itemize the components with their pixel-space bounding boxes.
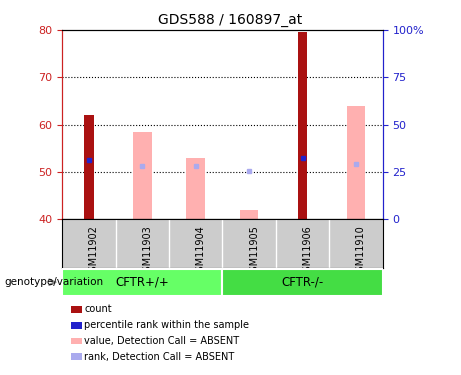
Text: percentile rank within the sample: percentile rank within the sample: [84, 320, 249, 330]
Text: GDS588 / 160897_at: GDS588 / 160897_at: [159, 13, 302, 27]
Bar: [223, 268, 383, 296]
Bar: [71, 338, 82, 344]
Text: GSM11910: GSM11910: [356, 225, 366, 278]
Text: CFTR-/-: CFTR-/-: [281, 276, 324, 289]
Bar: [71, 306, 82, 313]
Text: GSM11906: GSM11906: [302, 225, 313, 278]
Bar: [71, 353, 82, 360]
Bar: [240, 210, 259, 219]
Text: GSM11903: GSM11903: [142, 225, 152, 278]
Text: genotype/variation: genotype/variation: [5, 277, 104, 287]
Text: GSM11902: GSM11902: [89, 225, 99, 278]
Bar: [186, 158, 205, 219]
Text: value, Detection Call = ABSENT: value, Detection Call = ABSENT: [84, 336, 239, 346]
Text: count: count: [84, 304, 112, 314]
Bar: [62, 268, 222, 296]
Bar: [347, 106, 365, 219]
Bar: [133, 132, 152, 219]
Bar: [298, 32, 307, 219]
Text: CFTR+/+: CFTR+/+: [115, 276, 169, 289]
Text: rank, Detection Call = ABSENT: rank, Detection Call = ABSENT: [84, 352, 235, 362]
Bar: [71, 322, 82, 328]
Text: GSM11905: GSM11905: [249, 225, 259, 278]
Bar: [84, 115, 94, 219]
Text: GSM11904: GSM11904: [196, 225, 206, 278]
